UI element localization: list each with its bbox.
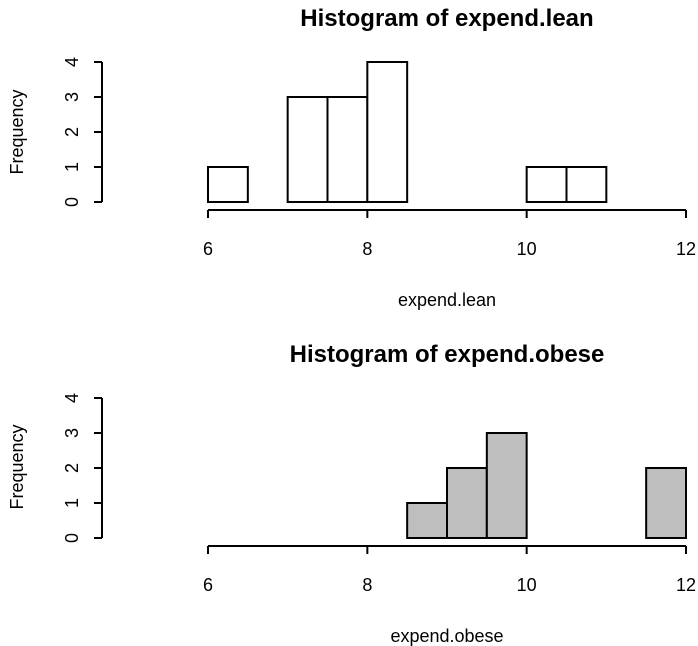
x-tick-label: 10: [517, 575, 537, 595]
y-tick-label: 2: [62, 463, 82, 473]
x-tick-label: 8: [362, 239, 372, 259]
x-tick-label: 8: [362, 575, 372, 595]
x-tick-label: 6: [203, 575, 213, 595]
x-tick-label: 10: [517, 239, 537, 259]
y-axis-label: Frequency: [7, 89, 27, 174]
y-axis: 0 1 2 3 4: [62, 57, 103, 207]
bar-group: [207, 61, 608, 203]
histogram-bar: [565, 166, 608, 203]
y-tick-label: 3: [62, 92, 82, 102]
bar-group: [406, 432, 688, 539]
histogram-bar: [326, 96, 369, 203]
histogram-bar: [207, 166, 249, 203]
y-tick-label: 1: [62, 162, 82, 172]
chart-title: Histogram of expend.lean: [300, 5, 593, 32]
histogram-bar: [286, 96, 329, 203]
y-tick-label: 4: [62, 57, 82, 67]
histogram-panel-expend-lean: Histogram of expend.lean expend.lean Fre…: [7, 5, 696, 310]
y-tick-label: 3: [62, 428, 82, 438]
y-tick-label: 1: [62, 498, 82, 508]
chart-title: Histogram of expend.obese: [290, 341, 605, 368]
histogram-bar: [366, 61, 409, 203]
histogram-bar: [446, 467, 488, 539]
histogram-bar: [406, 502, 448, 539]
y-axis: 0 1 2 3 4: [62, 393, 103, 543]
x-tick-label: 12: [676, 575, 696, 595]
histogram-bar: [525, 166, 568, 203]
histogram-bar: [645, 467, 688, 539]
x-axis-label: expend.lean: [398, 290, 496, 310]
x-tick-label: 6: [203, 239, 213, 259]
x-axis-label: expend.obese: [390, 626, 503, 646]
x-axis: 6 8 10 12: [203, 209, 696, 259]
y-axis-label: Frequency: [7, 424, 27, 509]
y-tick-label: 2: [62, 127, 82, 137]
y-tick-label: 0: [62, 533, 82, 543]
y-tick-label: 0: [62, 197, 82, 207]
histogram-bar: [485, 432, 528, 539]
histogram-panel-expend-obese: Histogram of expend.obese expend.obese F…: [7, 341, 696, 646]
x-axis: 6 8 10 12: [203, 545, 696, 595]
x-tick-label: 12: [676, 239, 696, 259]
y-tick-label: 4: [62, 393, 82, 403]
